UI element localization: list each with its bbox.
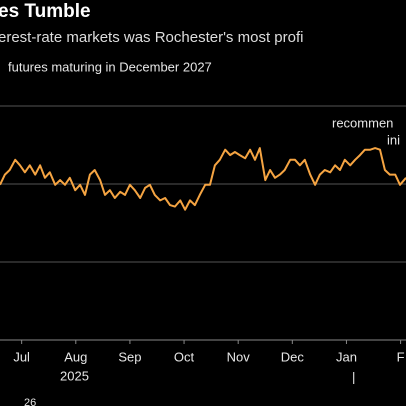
x-tick-label: Dec xyxy=(281,349,305,364)
annotation: ini xyxy=(387,132,400,147)
line-series xyxy=(0,147,406,211)
footer: 26 xyxy=(24,397,36,406)
year-label: 2025 xyxy=(60,368,89,383)
x-tick-label: F xyxy=(397,349,405,364)
x-tick-label: Nov xyxy=(227,349,251,364)
chart-title: es Tumble xyxy=(0,1,91,22)
annotation: recommen xyxy=(332,115,393,130)
chart-subtitle: erest-rate markets was Rochester's most … xyxy=(0,29,303,46)
x-tick-label: Aug xyxy=(64,349,87,364)
x-tick-label: Jan xyxy=(336,349,357,364)
axis-note: futures maturing in December 2027 xyxy=(8,59,212,74)
x-tick-label: Jul xyxy=(13,349,30,364)
x-tick-label: Oct xyxy=(174,349,195,364)
year-separator: | xyxy=(352,369,355,384)
x-tick-label: Sep xyxy=(118,349,141,364)
